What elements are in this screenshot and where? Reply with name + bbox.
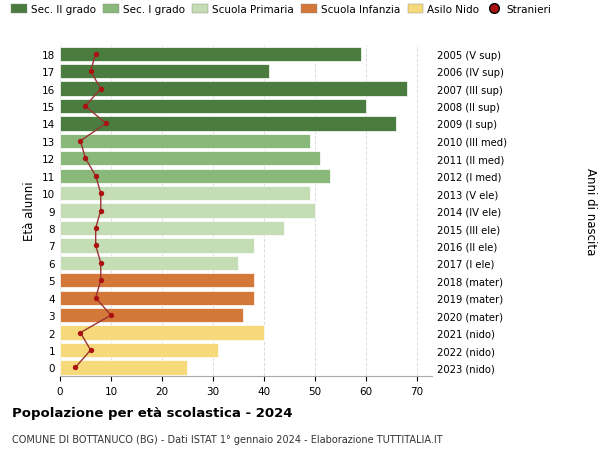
Text: Anni di nascita: Anni di nascita — [584, 168, 597, 255]
Point — [91, 225, 100, 232]
Point — [86, 68, 95, 76]
Bar — [60, 239, 254, 253]
Bar — [60, 274, 254, 288]
Point — [91, 294, 100, 302]
Point — [76, 138, 85, 145]
Bar — [60, 204, 315, 218]
Bar — [60, 291, 254, 305]
Bar — [60, 187, 310, 201]
Point — [96, 86, 106, 93]
Bar — [60, 308, 244, 323]
Point — [101, 121, 110, 128]
Bar — [60, 256, 238, 270]
Bar — [60, 82, 407, 96]
Bar — [60, 100, 366, 114]
Point — [91, 173, 100, 180]
Text: Popolazione per età scolastica - 2024: Popolazione per età scolastica - 2024 — [12, 406, 293, 419]
Bar — [60, 343, 218, 358]
Bar — [60, 117, 397, 131]
Point — [76, 329, 85, 336]
Point — [80, 155, 90, 162]
Point — [96, 260, 106, 267]
Point — [96, 277, 106, 285]
Bar — [60, 169, 330, 184]
Point — [80, 103, 90, 111]
Point — [96, 207, 106, 215]
Bar — [60, 65, 269, 79]
Point — [70, 364, 80, 371]
Legend: Sec. II grado, Sec. I grado, Scuola Primaria, Scuola Infanzia, Asilo Nido, Stran: Sec. II grado, Sec. I grado, Scuola Prim… — [11, 5, 551, 15]
Point — [86, 347, 95, 354]
Bar — [60, 152, 320, 166]
Point — [91, 51, 100, 58]
Bar — [60, 361, 187, 375]
Bar — [60, 326, 264, 340]
Point — [91, 242, 100, 250]
Y-axis label: Età alunni: Età alunni — [23, 181, 37, 241]
Bar — [60, 47, 361, 62]
Bar — [60, 134, 310, 149]
Point — [96, 190, 106, 197]
Point — [106, 312, 116, 319]
Text: COMUNE DI BOTTANUCO (BG) - Dati ISTAT 1° gennaio 2024 - Elaborazione TUTTITALIA.: COMUNE DI BOTTANUCO (BG) - Dati ISTAT 1°… — [12, 434, 443, 444]
Bar — [60, 221, 284, 235]
